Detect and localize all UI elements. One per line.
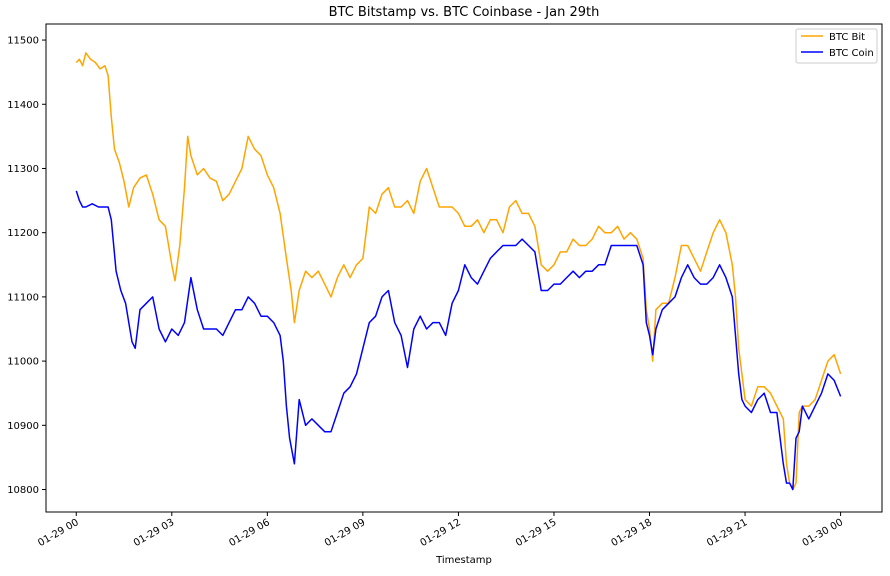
x-tick-label: 01-29 00 [36, 517, 80, 549]
y-tick-label: 11200 [7, 228, 39, 239]
y-tick-label: 11500 [7, 36, 39, 47]
x-tick-label: 01-29 12 [418, 517, 462, 549]
y-tick-label: 11400 [7, 100, 39, 111]
series-line-btc-coin [75, 190, 842, 491]
series-layer [75, 52, 842, 491]
x-tick-label: 01-29 15 [514, 517, 558, 549]
y-tick-label: 11300 [7, 164, 39, 175]
x-tick-label: 01-29 18 [610, 517, 654, 549]
series-line-btc-bit [75, 52, 842, 491]
legend: BTC Bit BTC Coin [795, 28, 878, 64]
x-tick-label: 01-29 03 [132, 517, 176, 549]
x-tick-label: 01-29 21 [705, 517, 749, 549]
chart-title: BTC Bitstamp vs. BTC Coinbase - Jan 29th [329, 5, 600, 20]
x-axis-label: Timestamp [435, 555, 492, 566]
y-tick-label: 11000 [7, 357, 39, 368]
legend-label-btc-coin: BTC Coin [829, 48, 874, 59]
x-tick-label: 01-30 00 [801, 517, 845, 549]
y-axis: 10800 10900 11000 11100 11200 11300 11400 11500 [7, 36, 46, 496]
y-tick-label: 10800 [7, 485, 39, 496]
y-tick-label: 10900 [7, 421, 39, 432]
legend-box [795, 28, 878, 64]
legend-label-btc-bit: BTC Bit [829, 32, 865, 43]
x-tick-label: 01-29 06 [227, 517, 271, 549]
x-tick-label: 01-29 09 [323, 517, 367, 549]
y-tick-label: 11100 [7, 292, 39, 303]
x-axis: 01-29 00 01-29 03 01-29 06 01-29 09 01-29 12… [36, 512, 845, 549]
